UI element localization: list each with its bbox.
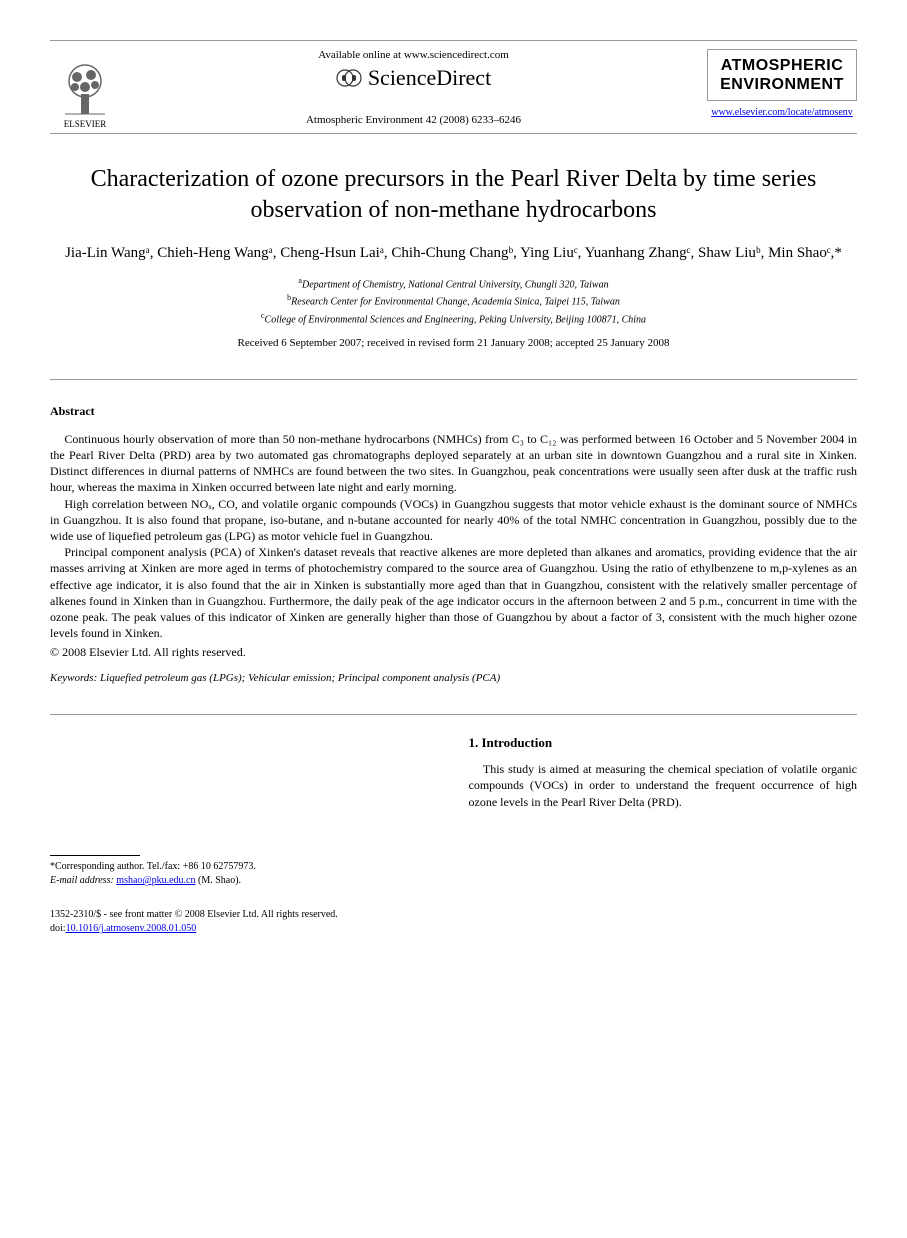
email-link[interactable]: mshao@pku.edu.cn xyxy=(116,875,195,886)
sciencedirect-text: ScienceDirect xyxy=(368,65,491,91)
journal-reference: Atmospheric Environment 42 (2008) 6233–6… xyxy=(130,114,697,126)
affiliations: aDepartment of Chemistry, National Centr… xyxy=(50,275,857,327)
author-list: Jia-Lin Wangᵃ, Chieh-Heng Wangᵃ, Cheng-H… xyxy=(50,242,857,265)
corresponding-line: *Corresponding author. Tel./fax: +86 10 … xyxy=(50,860,439,874)
affiliation-b-text: Research Center for Environmental Change… xyxy=(291,297,620,308)
affiliation-b: bResearch Center for Environmental Chang… xyxy=(50,292,857,309)
abstract-body: Continuous hourly observation of more th… xyxy=(50,431,857,641)
abstract-paragraph: Principal component analysis (PCA) of Xi… xyxy=(50,544,857,641)
two-column-body: *Corresponding author. Tel./fax: +86 10 … xyxy=(50,735,857,888)
abstract-heading: Abstract xyxy=(50,404,857,419)
affiliation-a: aDepartment of Chemistry, National Centr… xyxy=(50,275,857,292)
masthead-line2: ENVIRONMENT xyxy=(720,76,844,93)
email-label: E-mail address: xyxy=(50,875,114,886)
affiliation-c: cCollege of Environmental Sciences and E… xyxy=(50,310,857,327)
intro-paragraph: This study is aimed at measuring the che… xyxy=(469,761,858,810)
email-person: (M. Shao). xyxy=(198,875,241,886)
masthead-link[interactable]: www.elsevier.com/locate/atmosenv xyxy=(707,107,857,118)
keywords-line: Keywords: Liquefied petroleum gas (LPGs)… xyxy=(50,672,857,684)
elsevier-label: ELSEVIER xyxy=(64,119,107,129)
page-footer: 1352-2310/$ - see front matter © 2008 El… xyxy=(50,908,857,936)
sciencedirect-icon xyxy=(336,65,362,91)
issn-line: 1352-2310/$ - see front matter © 2008 El… xyxy=(50,908,857,922)
doi-line: doi:10.1016/j.atmosenv.2008.01.050 xyxy=(50,922,857,936)
masthead-title: ATMOSPHERIC ENVIRONMENT xyxy=(707,49,857,101)
section-heading: 1. Introduction xyxy=(469,735,858,751)
divider xyxy=(50,714,857,715)
abstract-paragraph: Continuous hourly observation of more th… xyxy=(50,431,857,496)
affiliation-c-text: College of Environmental Sciences and En… xyxy=(265,314,647,325)
abstract-paragraph: High correlation between NOₓ, CO, and vo… xyxy=(50,496,857,545)
left-column: *Corresponding author. Tel./fax: +86 10 … xyxy=(50,735,439,888)
doi-link[interactable]: 10.1016/j.atmosenv.2008.01.050 xyxy=(66,923,197,934)
journal-masthead: ATMOSPHERIC ENVIRONMENT www.elsevier.com… xyxy=(707,49,857,118)
copyright-line: © 2008 Elsevier Ltd. All rights reserved… xyxy=(50,645,857,660)
received-dates: Received 6 September 2007; received in r… xyxy=(50,337,857,349)
right-column: 1. Introduction This study is aimed at m… xyxy=(469,735,858,888)
affiliation-a-text: Department of Chemistry, National Centra… xyxy=(302,279,609,290)
doi-label: doi: xyxy=(50,923,66,934)
footnote-rule xyxy=(50,855,140,856)
corresponding-author-footnote: *Corresponding author. Tel./fax: +86 10 … xyxy=(50,860,439,888)
masthead-line1: ATMOSPHERIC xyxy=(721,57,844,74)
divider xyxy=(50,379,857,380)
elsevier-tree-icon xyxy=(55,59,115,119)
header-center: Available online at www.sciencedirect.co… xyxy=(120,49,707,126)
page-header: ELSEVIER Available online at www.science… xyxy=(50,40,857,134)
keywords-text: Liquefied petroleum gas (LPGs); Vehicula… xyxy=(100,672,500,684)
email-line: E-mail address: mshao@pku.edu.cn (M. Sha… xyxy=(50,874,439,888)
sciencedirect-brand: ScienceDirect xyxy=(336,65,491,91)
article-title: Characterization of ozone precursors in … xyxy=(50,164,857,226)
available-online-text: Available online at www.sciencedirect.co… xyxy=(130,49,697,61)
keywords-label: Keywords: xyxy=(50,672,97,684)
elsevier-logo: ELSEVIER xyxy=(50,49,120,129)
